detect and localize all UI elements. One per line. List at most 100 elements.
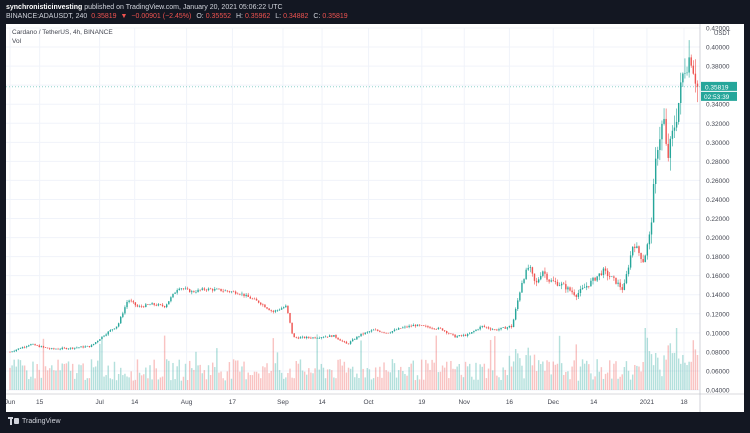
x-tick-label: Nov: [458, 399, 470, 406]
volume-bar: [577, 380, 580, 390]
volume-bar: [663, 355, 665, 390]
volume-bar: [491, 370, 494, 390]
candle-body: [308, 336, 310, 338]
candle-body: [454, 334, 456, 338]
candle-body: [145, 304, 147, 308]
last-price: 0.35819: [91, 13, 117, 20]
volume-bar: [598, 371, 600, 390]
candle-body: [159, 304, 162, 305]
x-tick-label: 15: [36, 399, 44, 406]
volume-bar: [423, 379, 425, 390]
volume-bar: [418, 379, 421, 390]
candle-body: [78, 347, 80, 348]
candle-body: [128, 300, 130, 302]
volume-bar: [354, 377, 356, 390]
volume-bar: [464, 361, 467, 390]
candle-body: [115, 326, 118, 329]
volume-bar: [410, 363, 412, 390]
y-tick-label: 0.22000: [706, 216, 730, 223]
y-tick-label: 0.12000: [706, 311, 730, 318]
volume-bar: [251, 375, 254, 390]
candle-body: [199, 289, 201, 291]
candle-body: [383, 332, 385, 333]
high-value: 0.35962: [244, 13, 271, 20]
candle-body: [274, 310, 277, 312]
volume-bar: [322, 367, 325, 390]
candle-body: [297, 337, 300, 339]
volume-bar: [287, 372, 289, 390]
price-chart[interactable]: 0.420000.400000.380000.360000.340000.320…: [6, 24, 744, 412]
candle-body: [232, 291, 235, 293]
volume-bar: [157, 379, 160, 390]
candle-body: [42, 346, 45, 348]
candle-body: [537, 279, 540, 283]
candle-body: [416, 324, 419, 327]
tradingview-logo-icon: [8, 417, 19, 425]
volume-bar: [42, 338, 45, 390]
volume-bar: [264, 367, 266, 390]
volume-bar: [494, 336, 496, 390]
volume-bar: [590, 373, 592, 390]
candle-body: [512, 319, 515, 328]
candle-body: [326, 336, 329, 338]
volume-bar: [556, 363, 559, 390]
candle-body: [109, 330, 112, 332]
candle-body: [694, 73, 697, 84]
volume-bar: [253, 371, 256, 390]
volume-bar: [32, 361, 34, 390]
volume-bar: [425, 359, 427, 390]
volume-bar: [193, 369, 195, 390]
volume-bar: [84, 379, 86, 390]
candle-body: [387, 332, 389, 334]
publisher-name[interactable]: synchronisticinvesting: [6, 4, 83, 11]
price-change: −0.00901 (−2.45%): [131, 13, 192, 20]
volume-bar: [573, 360, 575, 390]
candle-body: [385, 332, 387, 334]
volume-bar: [383, 362, 385, 390]
volume-bar: [268, 373, 270, 390]
tradingview-brand[interactable]: TradingView: [8, 417, 61, 425]
candle-body: [663, 118, 665, 124]
candle-body: [251, 298, 254, 300]
candle-body: [126, 301, 128, 308]
candle-body: [63, 347, 66, 349]
candle-body: [590, 280, 592, 287]
volume-bar: [569, 379, 571, 390]
candle-body: [692, 65, 695, 74]
x-tick-label: 17: [229, 399, 237, 406]
candle-body: [494, 329, 496, 331]
volume-bar: [34, 378, 36, 390]
open-value: 0.35552: [205, 13, 232, 20]
candle-body: [504, 327, 506, 329]
volume-bar: [487, 368, 490, 390]
volume-bar: [460, 374, 463, 390]
candle-body: [644, 255, 646, 263]
candle-body: [523, 279, 525, 283]
y-tick-label: 0.34000: [706, 102, 730, 109]
volume-bar: [285, 377, 287, 390]
candle-body: [180, 288, 183, 290]
volume-bar: [65, 363, 68, 390]
volume-bar: [525, 355, 527, 390]
candle-body: [542, 271, 544, 276]
volume-bar: [186, 380, 189, 390]
candle-body: [477, 329, 479, 330]
footer: TradingView: [2, 412, 748, 431]
volume-bar: [600, 367, 603, 390]
candle-body: [214, 288, 216, 291]
candle-body: [565, 284, 567, 290]
volume-bar: [51, 365, 53, 390]
candle-body: [677, 102, 680, 122]
volume-bar: [412, 360, 415, 390]
candle-body: [531, 267, 534, 274]
candle-body: [381, 331, 383, 333]
candle-body: [448, 333, 450, 334]
volume-bar: [452, 368, 454, 390]
volume-bar: [351, 366, 354, 390]
chart-panel[interactable]: 0.420000.400000.380000.360000.340000.320…: [6, 24, 744, 412]
candle-body: [412, 325, 415, 327]
candle-body: [335, 335, 337, 338]
candle-body: [462, 334, 465, 336]
volume-bar: [28, 379, 30, 390]
candle-body: [243, 293, 245, 297]
